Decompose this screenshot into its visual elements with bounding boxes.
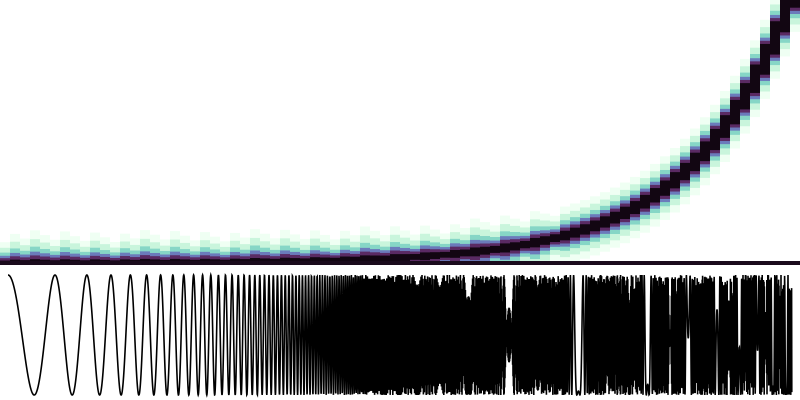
spectrogram-cell bbox=[520, 240, 530, 249]
spectrogram-cell bbox=[350, 256, 360, 263]
spectrogram-cell bbox=[650, 188, 660, 203]
spectrogram-cell bbox=[440, 251, 450, 258]
spectrogram-cell bbox=[580, 224, 590, 235]
spectrogram-cell bbox=[710, 128, 720, 151]
spectrogram-cell bbox=[610, 211, 620, 224]
spectrogram-cell bbox=[750, 64, 760, 93]
spectrogram-cell bbox=[590, 220, 600, 232]
spectrogram bbox=[0, 0, 800, 265]
spectrogram-cell bbox=[400, 254, 410, 261]
waveform bbox=[7, 271, 793, 398]
spectrogram-cell bbox=[370, 255, 380, 263]
spectrogram-cell bbox=[570, 227, 580, 238]
spectrogram-cell bbox=[490, 245, 500, 253]
spectrogram-cell bbox=[560, 230, 570, 241]
spectrogram-cell bbox=[360, 255, 370, 264]
spectrogram-cell bbox=[480, 246, 490, 255]
spectrogram-cell bbox=[730, 99, 740, 125]
spectrogram-cell bbox=[500, 243, 510, 253]
spectrogram-cell bbox=[540, 236, 550, 245]
spectrogram-cell bbox=[320, 257, 330, 264]
spectrogram-cell bbox=[760, 43, 770, 75]
spectrogram-cell bbox=[460, 249, 470, 257]
spectrogram-cell bbox=[600, 216, 610, 228]
spectrogram-cell bbox=[670, 172, 680, 189]
baseline bbox=[0, 261, 800, 265]
spectrogram-cell bbox=[390, 254, 400, 262]
spectrogram-cell bbox=[530, 237, 540, 248]
spectrogram-cell bbox=[630, 201, 640, 215]
spectrogram-cell bbox=[620, 206, 630, 220]
spectrogram-cell bbox=[510, 242, 520, 251]
spectrogram-cell bbox=[450, 250, 460, 258]
spectrogram-cell bbox=[790, 0, 800, 8]
spectrogram-cell bbox=[470, 247, 480, 257]
spectrogram-cell bbox=[770, 21, 780, 55]
spectrogram-cell bbox=[640, 194, 650, 209]
spectrogram-cell bbox=[550, 234, 560, 243]
spectrogram-cell bbox=[740, 83, 750, 110]
spectrogram-cell bbox=[340, 256, 350, 264]
spectrogram-cell bbox=[420, 252, 430, 261]
spectrogram-cell bbox=[660, 180, 670, 196]
spectrogram-cell bbox=[680, 162, 690, 181]
waveform-line bbox=[7, 271, 793, 398]
spectrogram-cell bbox=[720, 115, 730, 138]
spectrogram-cell bbox=[310, 257, 320, 265]
spectrogram-cell bbox=[780, 0, 790, 33]
spectrogram-cell bbox=[410, 254, 420, 260]
spectrogram-cell bbox=[380, 255, 390, 262]
spectrogram-cell bbox=[330, 257, 340, 263]
spectrogram-cell bbox=[430, 252, 440, 259]
spectrogram-cell bbox=[690, 152, 700, 172]
spectrogram-cell bbox=[700, 141, 710, 162]
